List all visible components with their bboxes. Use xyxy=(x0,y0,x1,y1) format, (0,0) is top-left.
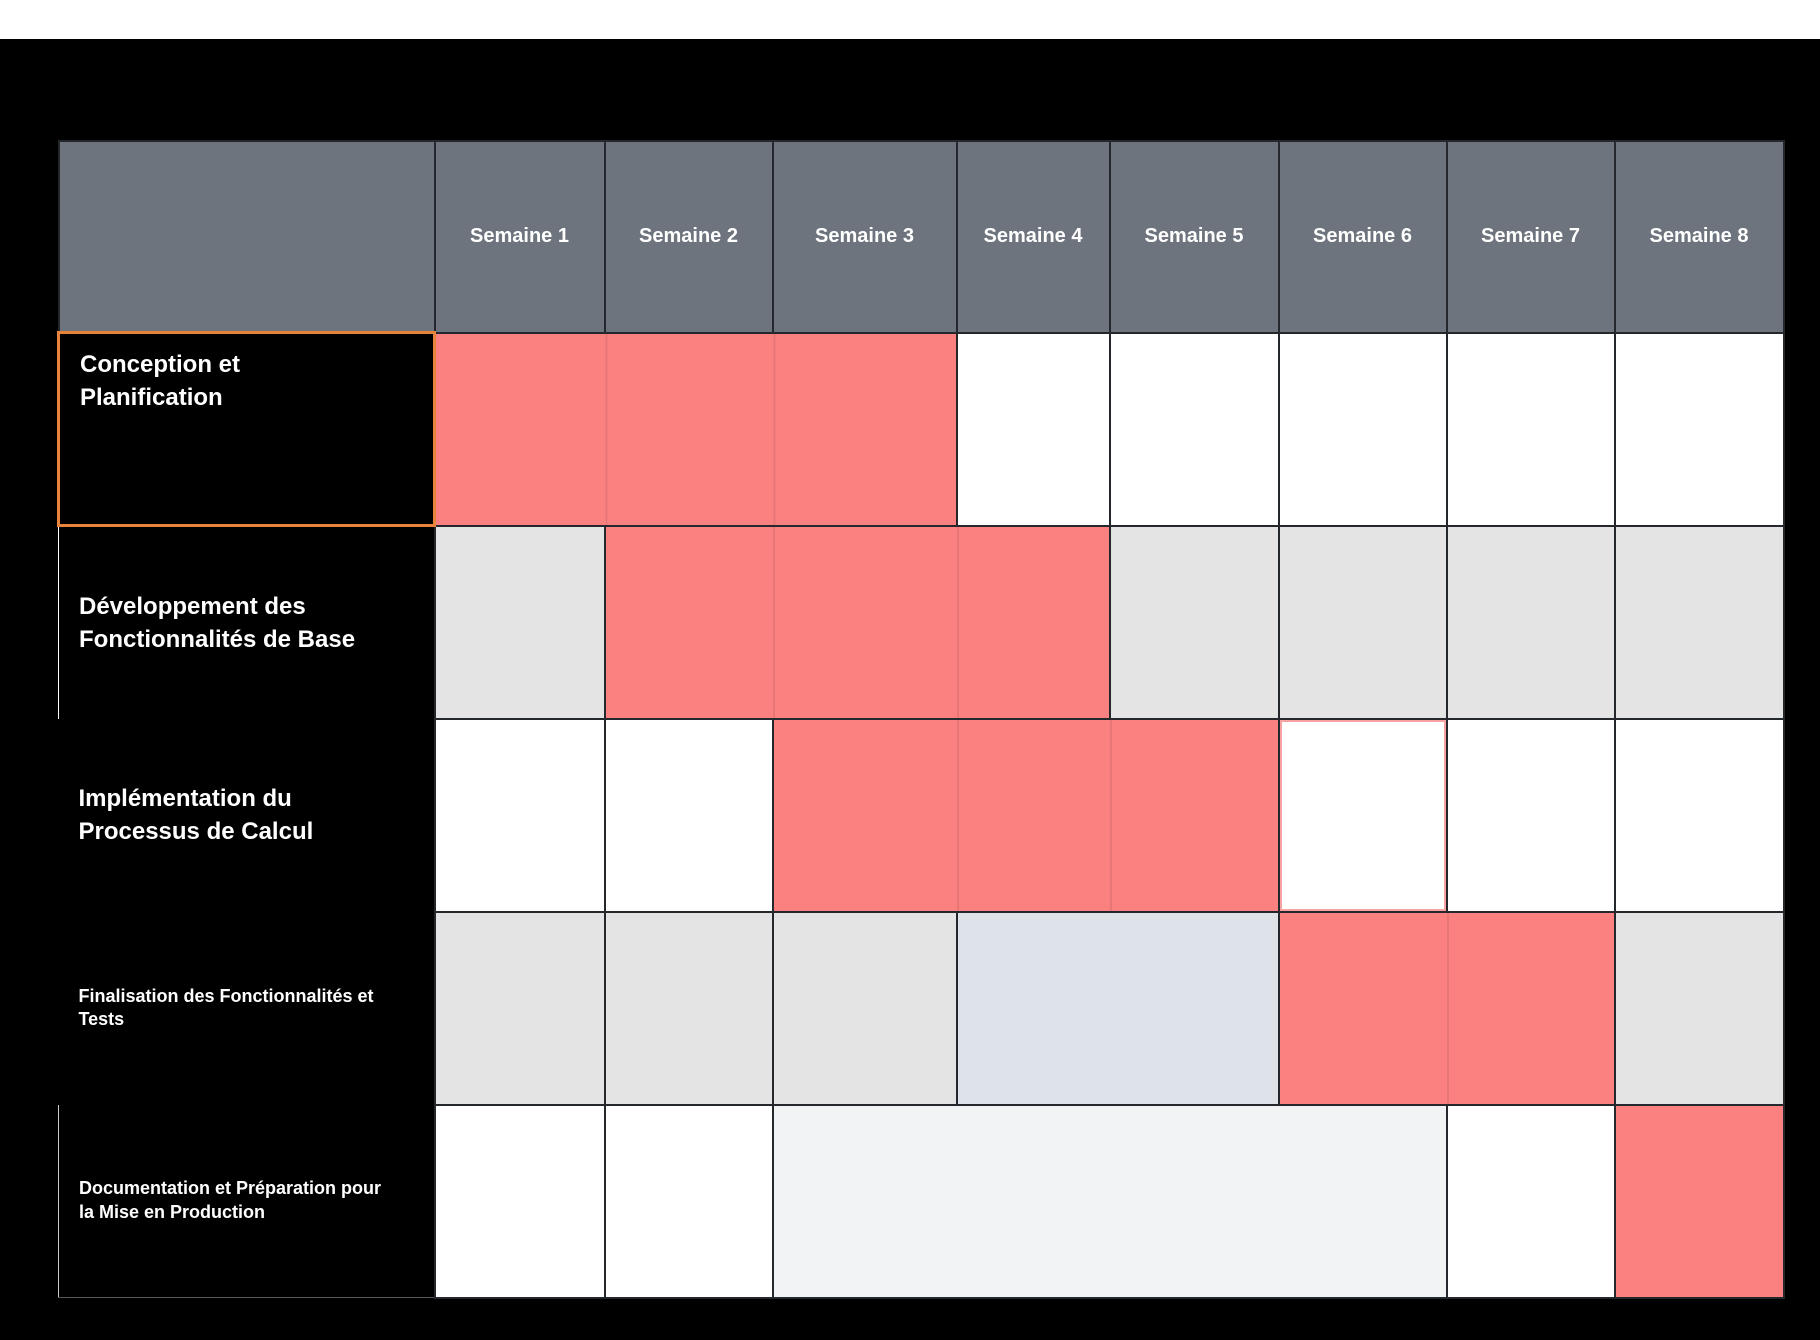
week-header-cell: Semaine 6 xyxy=(1277,140,1448,334)
gantt-body: Conception et Planification Développement… xyxy=(57,331,1785,1299)
gantt-cell xyxy=(603,717,774,913)
task-row: Implémentation du Processus de Calcul xyxy=(58,717,1785,913)
week-header-cell: Semaine 2 xyxy=(603,140,774,334)
gantt-cell xyxy=(1613,910,1785,1106)
task-label-cell: Implémentation du Processus de Calcul xyxy=(58,718,435,912)
gantt-cell xyxy=(433,717,606,913)
gantt-table: Semaine 1 Semaine 2 Semaine 3 Semaine 4 Sema… xyxy=(57,140,1785,1299)
task-row: Finalisation des Fonctionnalités et Test… xyxy=(58,910,1785,1106)
header-corner-cell xyxy=(57,140,436,334)
week-header-cell: Semaine 5 xyxy=(1108,140,1280,334)
gantt-cell xyxy=(433,524,606,720)
task-label-cell: Finalisation des Fonctionnalités et Test… xyxy=(58,911,435,1105)
gantt-cell xyxy=(433,910,606,1106)
task-row: Documentation et Préparation pour la Mis… xyxy=(58,1103,1785,1299)
header-row: Semaine 1 Semaine 2 Semaine 3 Semaine 4 Sema… xyxy=(57,140,1785,334)
gantt-bar-cell xyxy=(603,524,1111,720)
top-bar xyxy=(0,0,1820,39)
week-header-cell: Semaine 8 xyxy=(1613,140,1785,334)
gantt-cell xyxy=(1277,524,1448,720)
gantt-cell xyxy=(1277,331,1448,527)
gantt-cell xyxy=(771,1103,1448,1299)
gantt-bar-cell xyxy=(433,331,958,527)
task-label-cell: Développement des Fonctionnalités de Bas… xyxy=(58,525,435,719)
week-header-cell: Semaine 4 xyxy=(955,140,1111,334)
week-header-cell: Semaine 3 xyxy=(771,140,958,334)
gantt-cell xyxy=(603,1103,774,1299)
gantt-cell xyxy=(603,910,774,1106)
gantt-cell xyxy=(955,910,1280,1106)
gantt-cell xyxy=(1108,331,1280,527)
gantt-bar-cell xyxy=(1277,910,1616,1106)
week-header-cell: Semaine 1 xyxy=(433,140,606,334)
gantt-cell xyxy=(1445,717,1616,913)
gantt-cell xyxy=(433,1103,606,1299)
gantt-cell xyxy=(1445,524,1616,720)
gantt-bar-cell xyxy=(1613,1103,1785,1299)
task-row: Développement des Fonctionnalités de Bas… xyxy=(58,524,1785,720)
gantt-cell xyxy=(1277,717,1448,913)
gantt-cell xyxy=(1108,524,1280,720)
gantt-cell xyxy=(771,910,958,1106)
gantt-cell xyxy=(1613,331,1785,527)
gantt-header: Semaine 1 Semaine 2 Semaine 3 Semaine 4 Sema… xyxy=(57,140,1785,334)
gantt-cell xyxy=(1445,331,1616,527)
task-label-cell: Documentation et Préparation pour la Mis… xyxy=(58,1104,435,1298)
week-header-cell: Semaine 7 xyxy=(1445,140,1616,334)
gantt-cell xyxy=(1613,524,1785,720)
task-row: Conception et Planification xyxy=(57,331,1785,527)
task-label-cell: Conception et Planification xyxy=(57,331,436,527)
gantt-bar-cell xyxy=(771,717,1280,913)
gantt-cell xyxy=(1613,717,1785,913)
gantt-cell xyxy=(955,331,1111,527)
gantt-cell xyxy=(1445,1103,1616,1299)
